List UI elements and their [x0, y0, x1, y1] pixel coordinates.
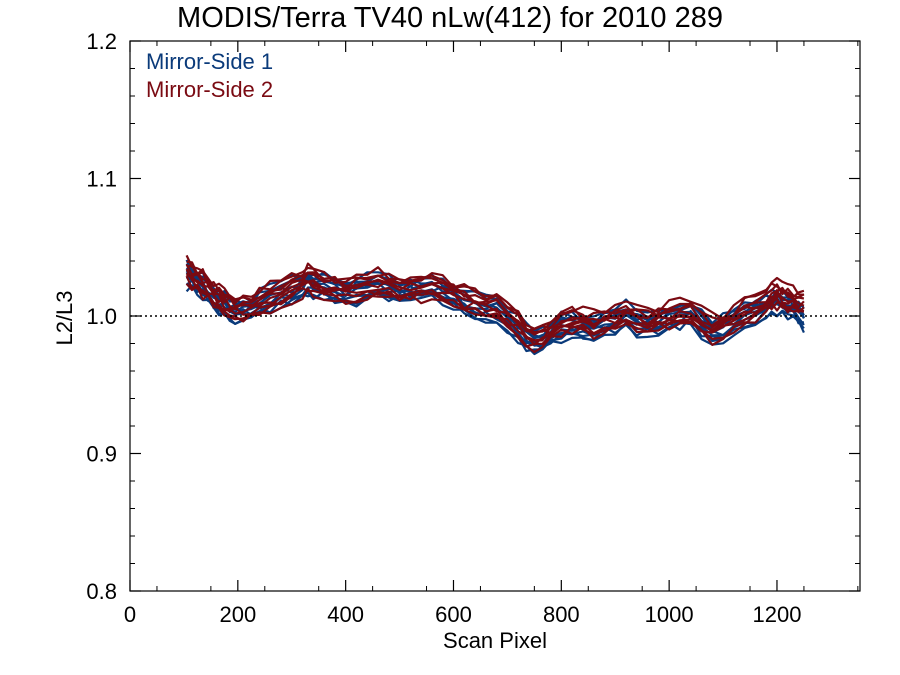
legend-item-mirror-side-1: Mirror-Side 1: [146, 49, 274, 74]
series-line-2: [186, 273, 805, 346]
chart-title: MODIS/Terra TV40 nLw(412) for 2010 289: [177, 2, 723, 34]
x-tick-label: 200: [219, 602, 256, 627]
y-tick-label: 1.1: [86, 167, 117, 192]
series-line-2: [186, 272, 805, 336]
x-tick-label: 600: [435, 602, 472, 627]
x-tick-label: 0: [124, 602, 136, 627]
y-tick-label: 1.2: [86, 29, 117, 54]
x-tick-label: 1200: [752, 602, 801, 627]
x-axis-label: Scan Pixel: [443, 628, 547, 653]
y-tick-label: 0.9: [86, 442, 117, 467]
series-line-2: [185, 254, 804, 330]
y-tick-label: 0.8: [86, 579, 117, 604]
y-tick-label: 1.0: [86, 304, 117, 329]
x-tick-label: 800: [543, 602, 580, 627]
y-axis-label: L2/L3: [52, 290, 77, 346]
x-tick-label: 400: [327, 602, 364, 627]
legend-item-mirror-side-2: Mirror-Side 2: [146, 77, 274, 102]
x-tick-label: 1000: [645, 602, 694, 627]
